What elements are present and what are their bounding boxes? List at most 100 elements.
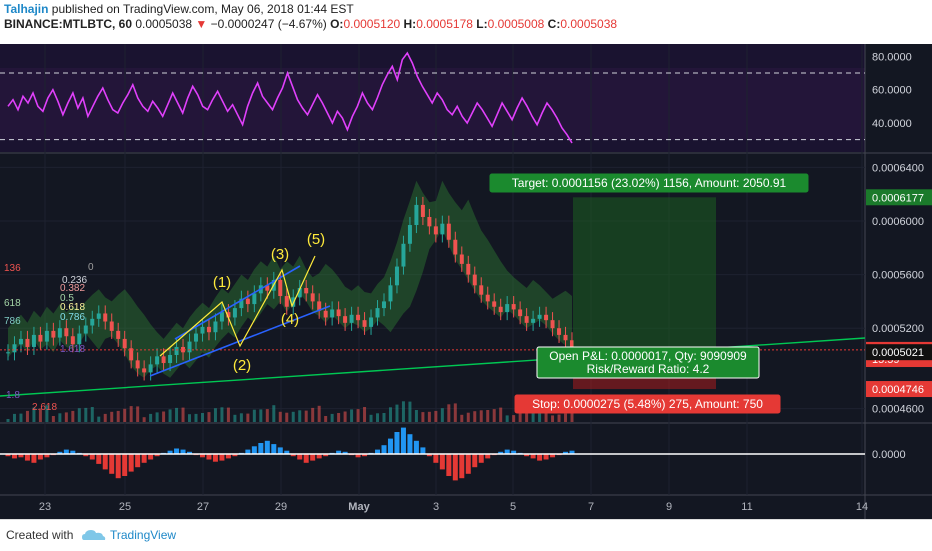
candle-body[interactable] [323,310,328,318]
candle-body[interactable] [518,309,523,317]
candle-body[interactable] [252,293,257,305]
candle-body[interactable] [200,326,205,334]
candle-body[interactable] [369,317,374,327]
candle-body[interactable] [304,288,309,294]
candle-body[interactable] [310,293,315,302]
channel-upper[interactable] [174,265,301,340]
symbol-label[interactable]: BINANCE:MTLBTC, 60 [4,17,132,31]
candle-body[interactable] [336,309,341,317]
candle-body[interactable] [343,316,348,323]
target-label-box[interactable] [489,173,809,193]
candle-body[interactable] [557,328,562,335]
candle-body[interactable] [401,243,406,267]
candle-body[interactable] [181,346,186,353]
candle-body[interactable] [109,321,114,331]
candle-body[interactable] [570,340,574,349]
candle-body[interactable] [531,318,536,323]
candle-body[interactable] [38,334,43,342]
candle-body[interactable] [297,288,302,298]
candle-body[interactable] [174,346,179,355]
wave-label[interactable]: (5) [307,231,325,248]
candle-body[interactable] [356,314,361,321]
candle-body[interactable] [446,223,451,240]
candle-body[interactable] [12,344,17,353]
candle-body[interactable] [330,309,335,318]
pnl-label-text[interactable]: Open P&L: 0.0000017, Qty: 9090909 [549,349,747,363]
candle-body[interactable] [44,330,49,342]
candle-body[interactable] [362,320,367,327]
stop-label-box[interactable] [514,394,781,414]
candle-body[interactable] [433,226,438,235]
candle-body[interactable] [485,294,490,302]
pnl-label-box[interactable] [536,346,760,379]
candle-body[interactable] [459,254,464,264]
candle-body[interactable] [550,320,555,329]
candle-body[interactable] [265,285,270,291]
candle-body[interactable] [466,263,471,275]
candle-body[interactable] [453,239,458,255]
wave-label[interactable]: (2) [233,357,251,374]
candle-body[interactable] [77,333,82,345]
candle-body[interactable] [122,338,127,349]
channel-lower[interactable] [149,305,331,377]
candle-body[interactable] [194,333,198,342]
tradingview-link[interactable]: TradingView [110,528,177,542]
rsi-line[interactable] [7,51,573,144]
candle-body[interactable] [213,321,218,333]
candle-body[interactable] [479,285,484,295]
candle-body[interactable] [284,296,289,307]
candle-body[interactable] [135,360,140,369]
candle-body[interactable] [278,279,283,297]
wave-label[interactable]: (1) [213,274,231,291]
candle-body[interactable] [64,328,69,337]
candle-body[interactable] [70,336,75,345]
candle-body[interactable] [382,301,386,309]
candle-body[interactable] [349,314,354,323]
candle-body[interactable] [524,316,529,323]
candle-body[interactable] [103,313,108,322]
candle-body[interactable] [116,330,121,339]
candle-body[interactable] [317,301,322,311]
wave-label[interactable]: (3) [271,246,289,263]
candle-body[interactable] [375,308,380,318]
candle-body[interactable] [414,204,419,226]
target-zone[interactable] [573,197,716,350]
candle-body[interactable] [31,334,36,347]
candle-body[interactable] [18,338,23,345]
wave-label[interactable]: (4) [281,311,299,328]
candle-body[interactable] [232,308,237,318]
pnl-label-text[interactable]: Risk/Reward Ratio: 4.2 [587,362,710,376]
candle-body[interactable] [239,298,244,309]
candle-body[interactable] [472,274,477,286]
candle-body[interactable] [129,348,134,361]
candle-body[interactable] [142,368,147,373]
candle-body[interactable] [206,326,211,333]
author-link[interactable]: Talhajin [4,2,49,16]
candle-body[interactable] [563,334,568,341]
candle-body[interactable] [427,216,432,227]
stop-label-text[interactable]: Stop: 0.0000275 (5.48%) 275, Amount: 750 [532,397,763,411]
target-label-text[interactable]: Target: 0.0001156 (23.02%) 1156, Amount:… [512,176,787,190]
candle-body[interactable] [161,356,166,364]
candle-body[interactable] [96,313,101,319]
candle-body[interactable] [544,314,549,321]
candle-body[interactable] [511,304,516,310]
candle-body[interactable] [498,306,503,313]
candle-body[interactable] [51,330,56,338]
candle-body[interactable] [394,266,399,286]
candle-body[interactable] [420,204,425,217]
candle-body[interactable] [245,298,250,305]
candle-body[interactable] [90,318,95,326]
candle-body[interactable] [388,285,393,302]
candle-body[interactable] [407,225,412,244]
elliott-wave-path[interactable] [159,255,316,357]
candle-body[interactable] [226,312,231,318]
candle-body[interactable] [155,356,160,365]
candle-body[interactable] [187,341,192,353]
rsi-indicator[interactable] [0,51,865,144]
candle-body[interactable] [6,352,10,354]
candle-body[interactable] [83,325,88,334]
candle-body[interactable] [219,312,224,322]
